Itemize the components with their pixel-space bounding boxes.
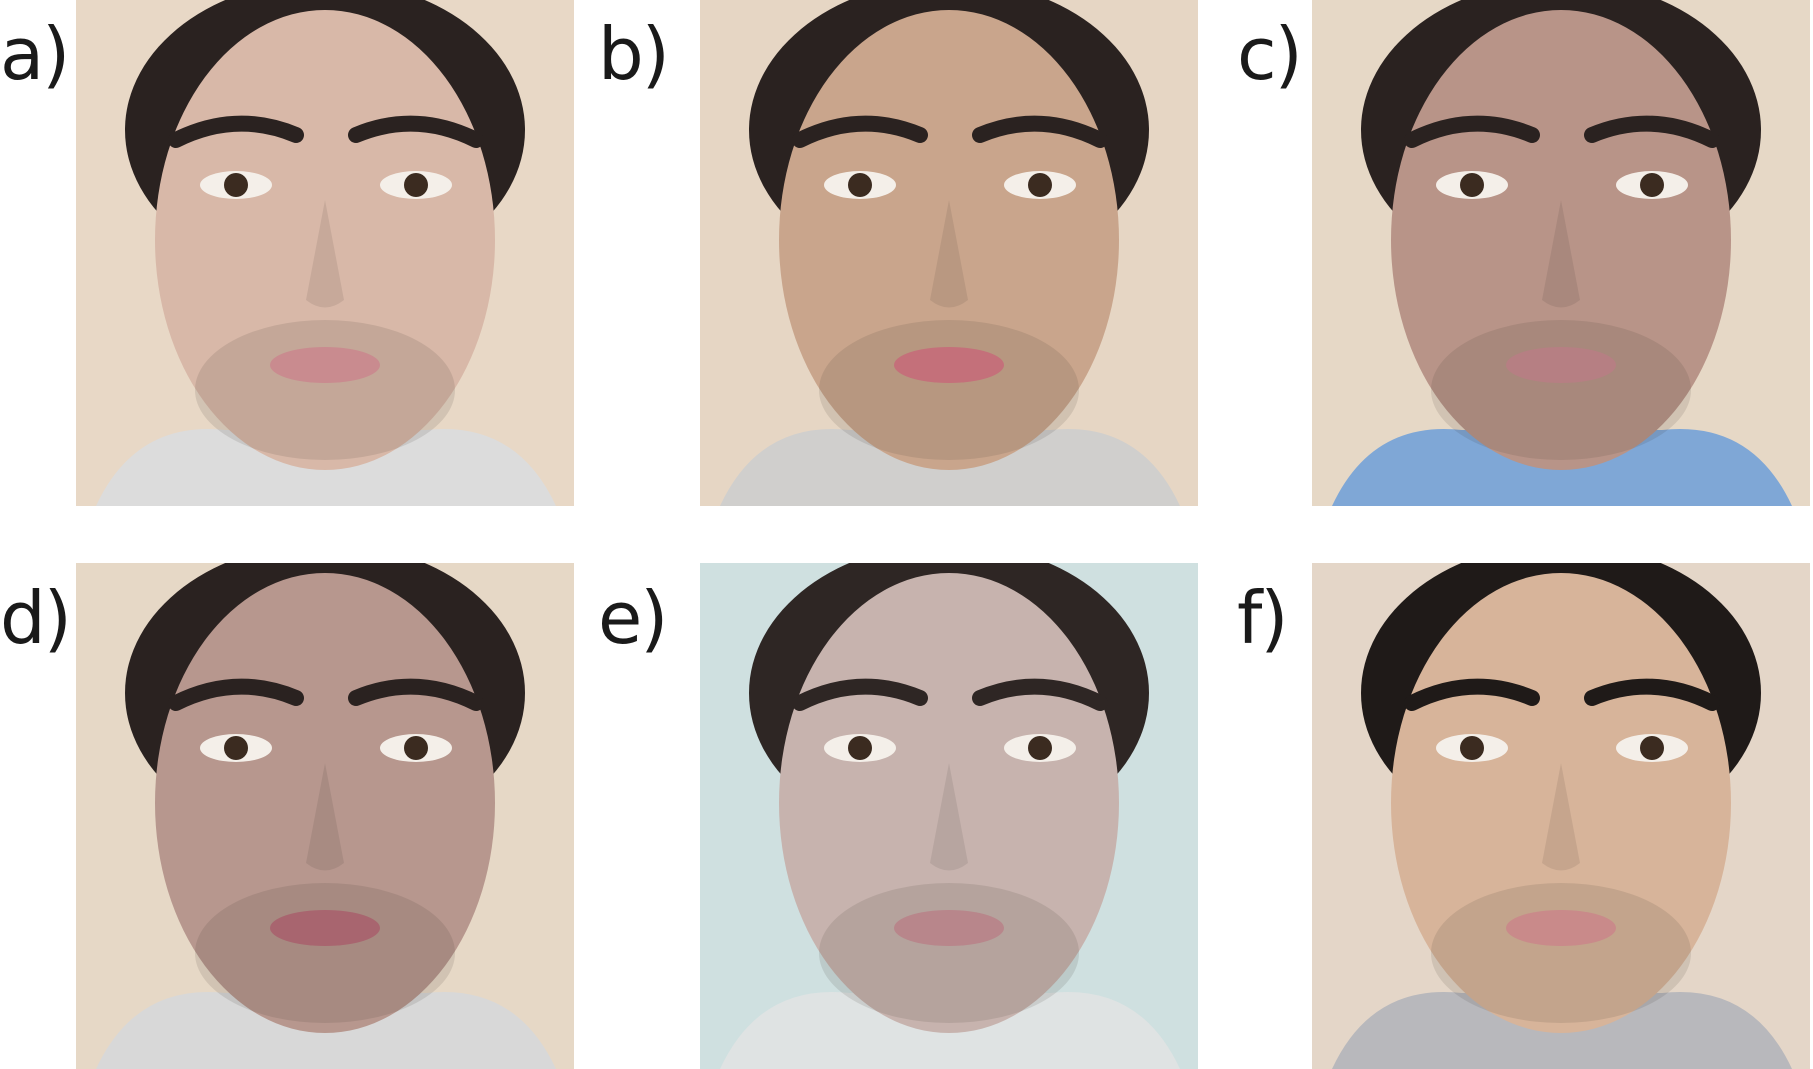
left-iris [224, 736, 248, 760]
panel-label-f: f) [1237, 576, 1288, 660]
panel-label-c: c) [1237, 12, 1303, 96]
face-image [700, 0, 1198, 506]
face-image [700, 563, 1198, 1069]
nose [1542, 763, 1580, 871]
nose [930, 200, 968, 308]
left-iris [848, 736, 872, 760]
lips [894, 910, 1004, 946]
right-eyebrow [1584, 115, 1720, 148]
left-eyebrow [168, 678, 304, 711]
right-iris [1028, 173, 1052, 197]
lips [1506, 910, 1616, 946]
face-photo-b [700, 0, 1198, 506]
lips [894, 347, 1004, 383]
beard-shadow [195, 320, 455, 460]
beard-shadow [1431, 320, 1691, 460]
lips [270, 910, 380, 946]
lips [270, 347, 380, 383]
left-iris [1460, 173, 1484, 197]
right-eyebrow [348, 115, 484, 148]
beard-shadow [819, 320, 1079, 460]
face-photo-d [76, 563, 574, 1069]
panel-label-d: d) [0, 576, 72, 660]
nose [930, 763, 968, 871]
right-eyebrow [348, 678, 484, 711]
right-iris [1028, 736, 1052, 760]
beard-shadow [195, 883, 455, 1023]
face-photo-c [1312, 0, 1810, 506]
right-iris [1640, 736, 1664, 760]
right-eyebrow [1584, 678, 1720, 711]
right-iris [404, 173, 428, 197]
face-photo-a [76, 0, 574, 506]
face-image [76, 0, 574, 506]
right-eyebrow [972, 678, 1108, 711]
panel-label-b: b) [598, 12, 670, 96]
face-photo-e [700, 563, 1198, 1069]
left-eyebrow [168, 115, 304, 148]
right-iris [404, 736, 428, 760]
panel-label-a: a) [0, 12, 70, 96]
left-iris [1460, 736, 1484, 760]
face-image [1312, 0, 1810, 506]
face-photo-f [1312, 563, 1810, 1069]
left-eyebrow [1404, 115, 1540, 148]
panel-label-e: e) [598, 576, 668, 660]
left-iris [848, 173, 872, 197]
nose [306, 763, 344, 871]
left-eyebrow [792, 115, 928, 148]
face-image [1312, 563, 1810, 1069]
left-iris [224, 173, 248, 197]
face-image [76, 563, 574, 1069]
nose [306, 200, 344, 308]
nose [1542, 200, 1580, 308]
beard-shadow [1431, 883, 1691, 1023]
left-eyebrow [1404, 678, 1540, 711]
left-eyebrow [792, 678, 928, 711]
lips [1506, 347, 1616, 383]
beard-shadow [819, 883, 1079, 1023]
right-iris [1640, 173, 1664, 197]
right-eyebrow [972, 115, 1108, 148]
